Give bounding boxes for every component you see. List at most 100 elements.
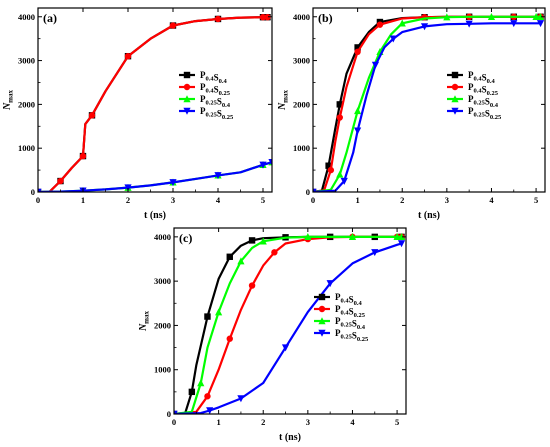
data-point [420,23,429,31]
data-point [124,52,132,60]
legend-marker [183,95,191,103]
panel-label: (b) [318,11,333,25]
data-point [204,313,211,320]
y-tick-label: 2000 [293,99,310,109]
y-tick-label: 3000 [154,276,171,286]
data-point [215,308,223,316]
panel-b: 0 1 2 3 4 5 0 1000 2000 3000 4000 t (ns) Nmax (b) P0.4… [277,7,546,221]
data-point [237,395,245,403]
y-tick-label: 0 [31,187,35,197]
x-tick-label: 4 [489,195,494,205]
legend-marker [318,317,326,325]
data-point [397,233,406,241]
data-point [197,379,205,387]
series-group [38,14,272,192]
data-point [214,15,222,23]
x-tick-label: 3 [445,195,449,205]
legend-entry: P0.25S0.4 [468,94,499,109]
y-axis-title: Nmax [2,89,15,111]
y-tick-label: 3000 [293,56,310,66]
legend-entry: P0.25S0.4 [200,94,231,109]
data-point [376,21,384,28]
x-tick-label: 2 [400,195,404,205]
legend-marker [451,95,459,103]
x-tick-label: 3 [306,417,310,427]
data-point [169,179,177,187]
legend-entry: P0.4S0.4 [468,70,496,85]
data-point [443,13,451,21]
series-group [313,12,545,192]
data-point [398,19,406,27]
data-point [174,410,178,414]
series-line-1 [38,16,268,192]
data-point [214,172,222,180]
data-point [325,162,332,169]
y-axis-title: Nmax [138,310,151,332]
panel-label: (c) [179,231,192,245]
y-axis-title: Nmax [277,89,290,111]
data-point [169,22,177,29]
y-tick-label: 4000 [293,12,310,22]
legend-entry: P0.4S0.4 [200,70,228,85]
panel-a: 0 1 2 3 4 5 0 1000 2000 3000 4000 t (ns) Nmax (a) P0.4… [2,7,273,221]
data-point [354,48,361,56]
x-tick-label: 4 [216,195,221,205]
x-axis-title: t (ns) [418,210,440,221]
y-tick-label: 0 [167,409,171,419]
legend-entry: P0.4S0.4 [335,292,363,307]
legend-entry: P0.4S0.25 [200,82,231,97]
data-point [487,12,496,20]
data-point [268,159,272,167]
legend-marker [183,71,191,79]
x-tick-label: 3 [171,195,175,205]
data-point [248,282,256,289]
data-point [397,240,406,248]
legend-entry: P0.25S0.25 [468,106,502,121]
legend-marker [318,305,326,313]
legend-entry: P0.4S0.25 [335,304,366,319]
data-point [389,35,397,43]
data-point [259,161,267,169]
legend-marker [451,83,459,91]
legend-entry: P0.25S0.25 [200,106,234,121]
x-tick-label: 0 [36,195,40,205]
data-point [304,233,312,241]
data-point [237,257,245,265]
x-tick-label: 5 [534,195,538,205]
x-tick-label: 5 [395,417,399,427]
legend-entry: P0.25S0.25 [335,328,369,343]
data-point [57,177,64,185]
data-point [536,20,545,28]
y-tick-label: 0 [306,187,310,197]
x-tick-label: 2 [261,417,265,427]
data-point [371,249,379,257]
data-point [340,177,348,185]
data-point [336,170,344,178]
data-point [465,20,473,28]
legend-marker [183,83,191,91]
x-tick-label: 5 [261,195,265,205]
series-line-3 [174,242,402,414]
data-point [88,112,96,119]
x-tick-label: 0 [311,195,315,205]
data-point [226,335,233,342]
series-line-0 [174,235,402,414]
x-axis-title: t (ns) [144,210,166,221]
y-tick-label: 2000 [18,99,35,109]
legend-marker [451,107,459,115]
data-point [326,280,334,288]
legend-entry: P0.4S0.25 [468,82,499,97]
legend-marker [451,71,459,79]
data-point [226,253,233,260]
legend-marker [183,107,191,115]
series-line-0 [313,15,541,192]
data-point [38,188,42,192]
data-point [79,152,87,160]
x-tick-label: 0 [172,417,176,427]
plot-frame [312,7,546,193]
data-point [264,14,271,21]
data-point [354,127,362,135]
